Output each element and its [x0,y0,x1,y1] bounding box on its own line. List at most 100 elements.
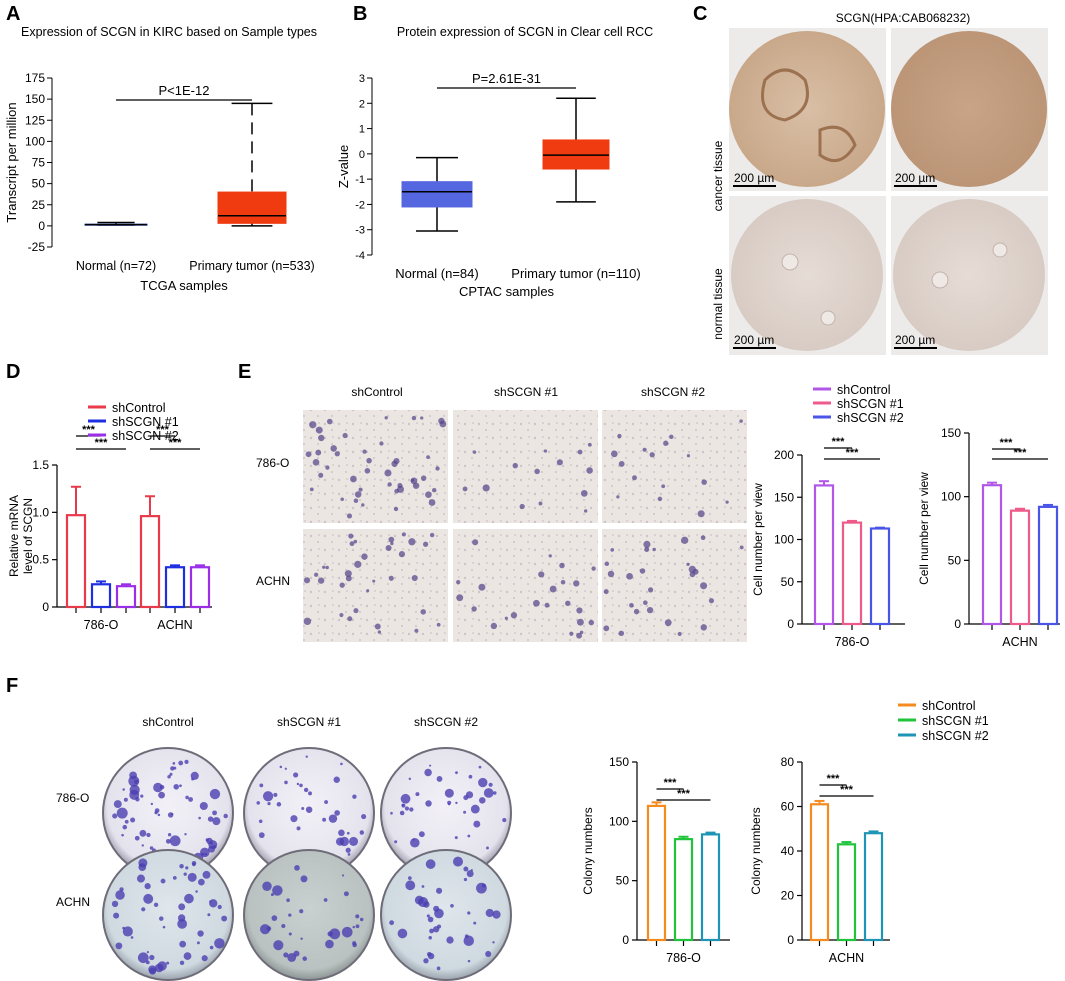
colony [201,955,208,962]
x-axis-label: TCGA samples [140,278,228,293]
colony [199,801,208,811]
panel-c-title: SCGN(HPA:CAB068232) [836,11,971,25]
transwell-background [453,529,598,642]
colony [343,891,349,897]
stained-cell [401,532,406,537]
stained-cell [346,513,353,519]
stained-cell [388,575,394,581]
colony [137,952,149,964]
dish-plate [102,849,234,981]
stained-cell [510,612,518,619]
colony-dish-5 [243,849,375,981]
y-tick-label: 100 [25,134,45,148]
colony [122,788,125,791]
stained-cell [538,571,545,578]
stained-cell [686,562,690,566]
colony [284,767,287,770]
colony [421,885,425,888]
stained-cell [560,579,566,585]
stained-cell [342,432,348,439]
stained-cell [358,487,363,492]
colony [149,967,157,975]
significance-stars: *** [1000,437,1014,449]
transwell-background [303,410,448,523]
y-tick-label: 175 [25,71,45,85]
stained-cell [322,565,326,569]
colony [169,772,173,776]
colony [166,961,170,965]
stained-cell [325,565,329,570]
colony [281,923,286,929]
colony [159,784,165,790]
stained-cell [384,416,388,420]
colony [179,784,182,788]
colony [464,934,469,939]
stained-cell [643,600,648,605]
panel-label-c: C [693,3,707,25]
stained-cell [350,475,357,483]
stained-cell [646,607,654,614]
colony [207,816,214,822]
significance-stars: *** [664,777,678,789]
colony [259,783,264,788]
stained-cell [309,421,317,429]
stained-cell [569,631,574,636]
y-tick-label: -4 [355,250,365,262]
colony-dish-6 [380,849,512,981]
y-tick-label: 0 [787,617,794,631]
y-tick-label: 50 [781,575,795,589]
y-tick-label: 2 [359,98,365,110]
stained-cell [397,483,403,489]
stained-cell [326,418,333,425]
colony [173,766,177,770]
stained-cell [588,619,595,626]
colony [134,835,140,841]
significance-stars: *** [82,424,96,436]
colony [165,838,171,844]
f-col-label-3: shSCGN #2 [414,715,478,729]
colony [167,812,174,818]
chart-e2: 0 50 100 150 Cell number per view ACHN ****** [917,426,1060,649]
colony [409,807,414,812]
colony [359,830,365,835]
glomerulus-3 [931,271,949,289]
legend-label: shControl [837,383,891,397]
y-label-group: Relative mRNA level of SCGN [7,495,35,577]
y-tick-label: 50 [948,553,962,567]
y-tick-label: 150 [941,426,961,440]
transwell-image-3 [602,410,747,523]
colony [492,910,501,919]
stained-cell [303,617,312,626]
colony [436,966,441,971]
y-label-group: Colony numbers [749,807,763,894]
stained-cell [339,582,345,588]
transwell-background [453,410,598,523]
colony [221,915,228,922]
colony [355,914,360,919]
bar-0 [139,515,161,609]
colony [119,887,124,892]
chart-b: Protein expression of SCGN in Clear cell… [336,25,653,299]
colony [187,872,197,882]
colony [185,866,189,870]
bar-2 [115,585,137,609]
y-tick-label: 0 [954,617,961,631]
stained-cell [472,450,477,454]
colony [112,813,118,819]
stained-cell [372,579,376,583]
stained-cell [379,441,384,446]
stained-cell [681,536,689,544]
colony [397,928,408,939]
stained-cell [739,545,744,550]
y-tick-label: 3 [359,73,365,85]
colony [209,788,221,800]
stained-cell [607,570,615,578]
legend-label: shSCGN #1 [922,714,989,728]
stained-cell [618,461,625,467]
ihc-image-cancer-1 [729,31,885,187]
bar-2 [869,527,891,626]
colony [467,959,471,963]
y-label-group: Z-value [336,145,351,188]
stained-cell [462,486,468,492]
colony [177,918,188,929]
